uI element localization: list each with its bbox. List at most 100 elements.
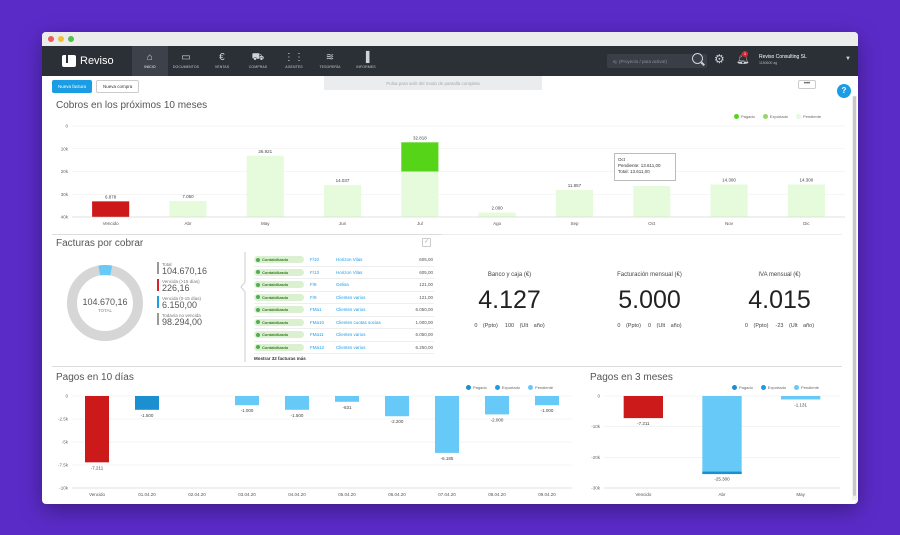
divider	[52, 234, 442, 235]
table-row[interactable]: Contabilizado FMa11 Clientes varios 6.050,0…	[254, 329, 434, 342]
bar[interactable]	[235, 396, 259, 406]
legend-swatch	[762, 114, 768, 119]
legend-label: Pendiente	[535, 385, 554, 390]
app-logo[interactable]: Reviso	[42, 55, 132, 67]
bar-paid[interactable]	[401, 142, 439, 172]
scrollbar-thumb[interactable]	[853, 96, 856, 496]
bar[interactable]	[555, 190, 594, 217]
invoice-number[interactable]: F/13	[310, 269, 320, 275]
search-icon[interactable]	[692, 53, 703, 64]
chevron-down-icon[interactable]: ▼	[845, 56, 851, 62]
legend-swatch	[528, 385, 534, 390]
nav-item-compras[interactable]: ⛟ COMPRAS	[240, 46, 276, 76]
table-row[interactable]: Contabilizado FMa1 Clientes varios 6.050,00	[254, 304, 434, 317]
bar[interactable]	[246, 155, 284, 217]
x-tick-label: 09.04.20	[538, 492, 556, 497]
invoice-number[interactable]: FMa1	[310, 307, 322, 313]
bar[interactable]	[702, 396, 742, 474]
client-name[interactable]: Horizon Vilas	[336, 257, 363, 263]
bar[interactable]	[323, 185, 362, 217]
table-row[interactable]: Contabilizado FMa10 Clientes cuotas socias…	[254, 317, 434, 329]
checkbox-icon[interactable]: ✓	[422, 238, 431, 247]
invoice-amount: 121,00	[419, 282, 433, 288]
invoice-number[interactable]: FMa11	[310, 332, 324, 338]
nav-item-informes[interactable]: ▐ INFORMES	[348, 46, 384, 76]
bar[interactable]	[92, 201, 130, 217]
maximize-window-button[interactable]	[68, 36, 74, 42]
x-tick-label: Dic	[803, 221, 810, 226]
status-label: Contabilizado	[262, 307, 289, 313]
legend-label: Exportado	[501, 385, 521, 390]
bar-exported[interactable]	[702, 471, 742, 475]
invoice-amount: 605,00	[419, 269, 433, 275]
nav-item-ventas[interactable]: € VENTAS	[204, 46, 240, 76]
status-label: Contabilizado	[262, 282, 289, 288]
nav-item-documentos[interactable]: ▭ DOCUMENTOS	[168, 46, 204, 76]
bar[interactable]	[535, 396, 559, 406]
y-tick-label: 0	[65, 394, 68, 399]
invoice-number[interactable]: FMa12	[310, 344, 325, 350]
donut-legend-value: 104.670,16	[162, 266, 208, 276]
data-label: 7.050	[182, 194, 194, 199]
bar[interactable]	[485, 396, 509, 415]
divider	[442, 234, 842, 235]
bar[interactable]	[478, 212, 516, 217]
status-badge: Contabilizado	[254, 343, 304, 351]
x-tick-label: Vencido	[635, 492, 652, 497]
new-purchase-button[interactable]: Nueva compra	[96, 79, 140, 93]
client-name[interactable]: Clientes varios	[336, 307, 366, 313]
client-name[interactable]: Clientes varios	[336, 332, 366, 338]
bar[interactable]	[335, 396, 359, 402]
table-row[interactable]: Contabilizado FMa12 Clientes varios 6.250,0…	[254, 342, 434, 354]
bar[interactable]	[135, 396, 159, 410]
bar[interactable]	[285, 396, 309, 410]
help-button[interactable]: ?	[837, 84, 851, 98]
client-name[interactable]: Clientes cuotas socias	[336, 319, 381, 325]
invoice-number[interactable]: FMa10	[310, 319, 325, 325]
new-invoice-button[interactable]: Nueva factura	[52, 79, 93, 93]
invoice-number[interactable]: F/9	[310, 294, 317, 300]
client-name[interactable]: Horizon Vilas	[336, 269, 363, 275]
table-row[interactable]: Contabilizado F/8 Gelisa 121,00	[254, 279, 434, 292]
table-row[interactable]: Contabilizado F/10 Horizon Vilas 605,00	[254, 254, 434, 267]
scrollbar[interactable]	[852, 96, 857, 500]
client-name[interactable]: Clientes varios	[336, 344, 366, 350]
show-more-link[interactable]: Mostrar 32 facturas más	[254, 356, 306, 361]
legend-swatch	[494, 385, 500, 390]
status-badge: Contabilizado	[254, 256, 304, 264]
search-input[interactable]: ej. (Proyecto / para activar)	[607, 54, 707, 68]
legend-item: Exportado	[760, 385, 786, 390]
invoice-number[interactable]: F/10	[310, 257, 320, 263]
legend-item: Pendiente	[528, 385, 553, 390]
bar[interactable]	[385, 396, 409, 417]
gear-icon[interactable]: ⚙	[714, 52, 725, 66]
bar[interactable]	[710, 184, 748, 217]
cobros-title: Cobros en los próximos 10 meses	[56, 100, 208, 111]
minimize-window-button[interactable]	[58, 36, 64, 42]
nav-item-agentes[interactable]: ⋮⋮ AGENTES	[276, 46, 312, 76]
kpi-sub: 0 (Ppto) -23 (Ult año)	[712, 323, 847, 329]
table-row[interactable]: Contabilizado F/9 Clientes varios 121,00	[254, 292, 434, 304]
invoice-number[interactable]: F/8	[310, 282, 317, 288]
bar[interactable]	[781, 396, 821, 400]
nav-item-tesorera[interactable]: ≋ TESORERÍA	[312, 46, 348, 76]
nav-item-inicio[interactable]: ⌂ INICIO	[132, 46, 168, 76]
bar[interactable]	[169, 200, 207, 217]
bar[interactable]	[633, 186, 671, 217]
x-tick-label: 04.04.20	[288, 492, 306, 497]
client-name[interactable]: Clientes varios	[336, 294, 366, 300]
bar[interactable]	[435, 396, 459, 453]
legend-swatch	[796, 114, 802, 119]
more-options-button[interactable]: •••	[798, 80, 816, 89]
table-row[interactable]: Contabilizado F/13 Horizon Vilas 605,00	[254, 267, 434, 279]
bar[interactable]	[85, 396, 109, 463]
company-selector[interactable]: Reviso Consulting SL 1180600 ag	[759, 54, 807, 66]
close-window-button[interactable]	[48, 36, 54, 42]
check-icon	[256, 332, 260, 337]
bar[interactable]	[787, 184, 825, 217]
bar[interactable]	[623, 396, 663, 419]
status-label: Contabilizado	[262, 294, 289, 300]
divider	[52, 366, 842, 367]
client-name[interactable]: Gelisa	[336, 282, 349, 288]
pagos3-chart: 0 -10k -20k -30k Vencido -7.211 Abr -25.300 May -…	[591, 394, 840, 497]
